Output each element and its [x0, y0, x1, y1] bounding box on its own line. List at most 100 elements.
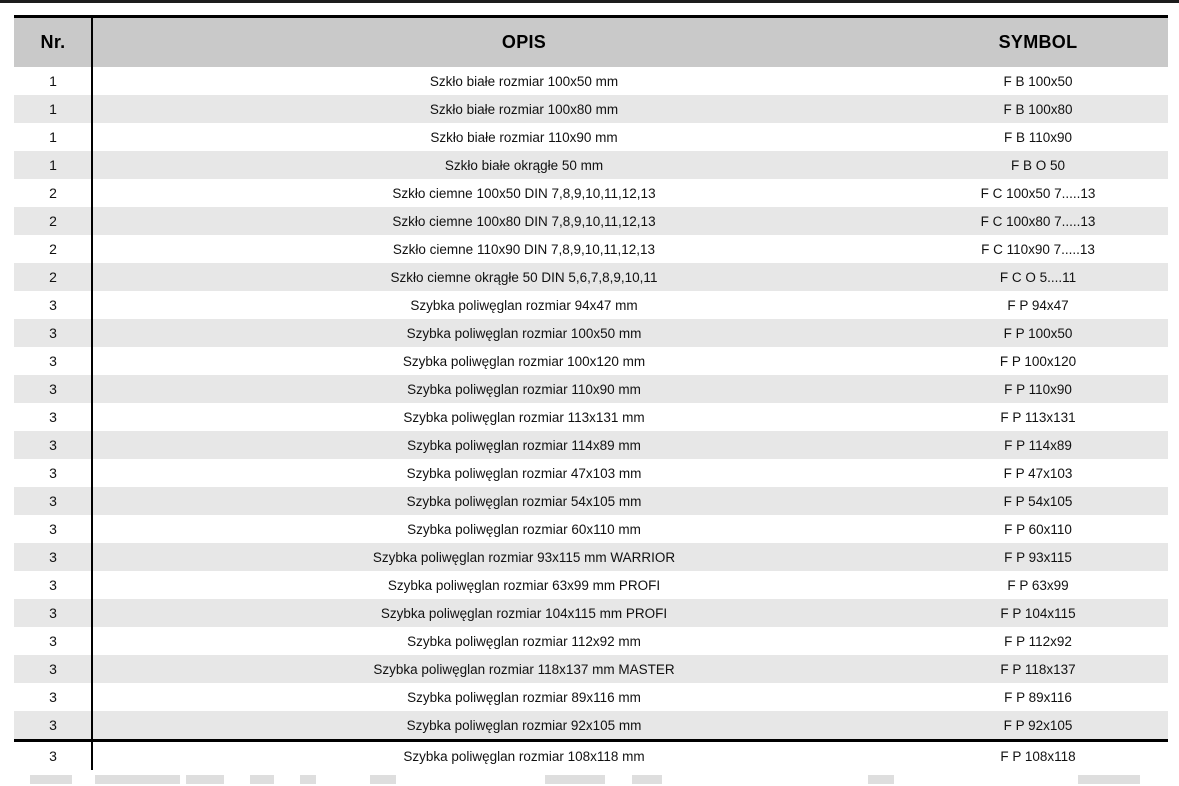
column-divider-line [91, 15, 93, 770]
cell-nr: 3 [49, 577, 57, 593]
table-row: 1 Szkło białe okrągłe 50 mm F B O 50 [14, 151, 1168, 179]
cell-nr: 3 [49, 521, 57, 537]
table-row: 3 Szybka poliwęglan rozmiar 47x103 mm F … [14, 459, 1168, 487]
cell-symbol: F P 89x116 [1004, 689, 1072, 705]
table-row: 3 Szybka poliwęglan rozmiar 63x99 mm PRO… [14, 571, 1168, 599]
cell-opis: Szybka poliwęglan rozmiar 54x105 mm [406, 493, 642, 509]
table-row: 1 Szkło białe rozmiar 110x90 mm F B 110x… [14, 123, 1168, 151]
cell-nr: 3 [49, 353, 57, 369]
cell-opis: Szybka poliwęglan rozmiar 93x115 mm WARR… [372, 549, 676, 565]
cell-symbol: F P 94x47 [1007, 297, 1069, 313]
table-row: 3 Szybka poliwęglan rozmiar 60x110 mm F … [14, 515, 1168, 543]
product-table: Nr. OPIS SYMBOL 1 Szkło białe rozmiar 10… [14, 15, 1168, 770]
cell-opis: Szybka poliwęglan rozmiar 47x103 mm [406, 465, 642, 481]
table-row: 3 Szybka poliwęglan rozmiar 108x118 mm F… [14, 739, 1168, 770]
cell-symbol: F P 118x137 [1000, 661, 1076, 677]
cell-opis: Szkło ciemne okrągłe 50 DIN 5,6,7,8,9,10… [390, 269, 658, 285]
cell-symbol: F P 112x92 [1004, 633, 1072, 649]
cell-symbol: F P 60x110 [1004, 521, 1072, 537]
cell-opis: Szybka poliwęglan rozmiar 92x105 mm [406, 717, 642, 733]
cell-nr: 3 [49, 549, 57, 565]
cell-nr: 3 [49, 661, 57, 677]
cell-symbol: F B 100x50 [1003, 73, 1073, 89]
cell-symbol: F B 100x80 [1003, 101, 1073, 117]
cell-symbol: F P 108x118 [1000, 748, 1076, 764]
cell-nr: 1 [49, 101, 57, 117]
table-row: 2 Szkło ciemne 100x80 DIN 7,8,9,10,11,12… [14, 207, 1168, 235]
cell-opis: Szkło białe rozmiar 110x90 mm [430, 129, 618, 145]
table-header-row: Nr. OPIS SYMBOL [14, 18, 1168, 67]
cell-opis: Szybka poliwęglan rozmiar 113x131 mm [403, 409, 645, 425]
cell-symbol: F B 110x90 [1003, 129, 1073, 145]
cell-nr: 3 [49, 633, 57, 649]
scan-artifact [95, 775, 180, 784]
cell-nr: 2 [49, 269, 57, 285]
cell-nr: 3 [49, 437, 57, 453]
cell-nr: 1 [49, 129, 57, 145]
cell-nr: 2 [49, 185, 57, 201]
cell-nr: 3 [49, 748, 57, 764]
cell-opis: Szkło białe rozmiar 100x80 mm [429, 101, 619, 117]
table-row: 3 Szybka poliwęglan rozmiar 89x116 mm F … [14, 683, 1168, 711]
table-body: 1 Szkło białe rozmiar 100x50 mm F B 100x… [14, 67, 1168, 770]
cell-opis: Szybka poliwęglan rozmiar 94x47 mm [410, 297, 638, 313]
cell-symbol: F P 47x103 [1003, 465, 1073, 481]
table-row: 3 Szybka poliwęglan rozmiar 100x50 mm F … [14, 319, 1168, 347]
table-row: 1 Szkło białe rozmiar 100x50 mm F B 100x… [14, 67, 1168, 95]
table-row: 2 Szkło ciemne 110x90 DIN 7,8,9,10,11,12… [14, 235, 1168, 263]
scan-artifact [868, 775, 894, 784]
cell-opis: Szybka poliwęglan rozmiar 63x99 mm PROFI [387, 577, 661, 593]
cell-opis: Szybka poliwęglan rozmiar 60x110 mm [407, 521, 641, 537]
scan-artifact [186, 775, 224, 784]
table-row: 3 Szybka poliwęglan rozmiar 112x92 mm F … [14, 627, 1168, 655]
table-row: 3 Szybka poliwęglan rozmiar 93x115 mm WA… [14, 543, 1168, 571]
cell-opis: Szkło ciemne 100x80 DIN 7,8,9,10,11,12,1… [392, 213, 656, 229]
cell-nr: 3 [49, 605, 57, 621]
table-row: 3 Szybka poliwęglan rozmiar 118x137 mm M… [14, 655, 1168, 683]
table-row: 3 Szybka poliwęglan rozmiar 54x105 mm F … [14, 487, 1168, 515]
scan-artifact [370, 775, 396, 784]
table-row: 3 Szybka poliwęglan rozmiar 114x89 mm F … [14, 431, 1168, 459]
table-row: 3 Szybka poliwęglan rozmiar 104x115 mm P… [14, 599, 1168, 627]
scan-artifact [250, 775, 274, 784]
table-row: 1 Szkło białe rozmiar 100x80 mm F B 100x… [14, 95, 1168, 123]
cell-nr: 2 [49, 213, 57, 229]
scan-artifact [545, 775, 605, 784]
cell-symbol: F C 110x90 7.....13 [981, 241, 1095, 257]
cell-nr: 3 [49, 381, 57, 397]
scan-artifact [300, 775, 316, 784]
cell-opis: Szybka poliwęglan rozmiar 104x115 mm PRO… [380, 605, 668, 621]
scan-artifact [30, 775, 72, 784]
cell-symbol: F P 63x99 [1007, 577, 1069, 593]
cell-opis: Szybka poliwęglan rozmiar 89x116 mm [407, 689, 641, 705]
column-header-nr: Nr. [40, 32, 66, 52]
table-row: 3 Szybka poliwęglan rozmiar 113x131 mm F… [14, 403, 1168, 431]
cell-symbol: F P 113x131 [1000, 409, 1076, 425]
cell-nr: 2 [49, 241, 57, 257]
cell-symbol: F C O 5....11 [999, 269, 1077, 285]
cell-symbol: F C 100x80 7.....13 [980, 213, 1096, 229]
cell-opis: Szkło ciemne 110x90 DIN 7,8,9,10,11,12,1… [392, 241, 656, 257]
cell-nr: 3 [49, 465, 57, 481]
cell-symbol: F P 110x90 [1004, 381, 1072, 397]
cell-opis: Szkło białe rozmiar 100x50 mm [429, 73, 619, 89]
column-header-symbol: SYMBOL [998, 32, 1078, 52]
cell-symbol: F P 114x89 [1004, 437, 1072, 453]
table-row: 3 Szybka poliwęglan rozmiar 100x120 mm F… [14, 347, 1168, 375]
cell-nr: 3 [49, 297, 57, 313]
cell-symbol: F P 93x115 [1004, 549, 1072, 565]
scan-artifact [632, 775, 662, 784]
cell-symbol: F P 54x105 [1003, 493, 1073, 509]
cell-symbol: F P 104x115 [1000, 605, 1076, 621]
table-row: 3 Szybka poliwęglan rozmiar 110x90 mm F … [14, 375, 1168, 403]
cell-nr: 3 [49, 717, 57, 733]
cell-nr: 3 [49, 409, 57, 425]
cell-symbol: F C 100x50 7.....13 [980, 185, 1096, 201]
cell-opis: Szybka poliwęglan rozmiar 110x90 mm [407, 381, 641, 397]
cell-nr: 3 [49, 493, 57, 509]
table-row: 3 Szybka poliwęglan rozmiar 92x105 mm F … [14, 711, 1168, 739]
cell-nr: 1 [49, 157, 57, 173]
cell-opis: Szybka poliwęglan rozmiar 108x118 mm [403, 748, 645, 764]
cell-opis: Szybka poliwęglan rozmiar 100x120 mm [402, 353, 646, 369]
